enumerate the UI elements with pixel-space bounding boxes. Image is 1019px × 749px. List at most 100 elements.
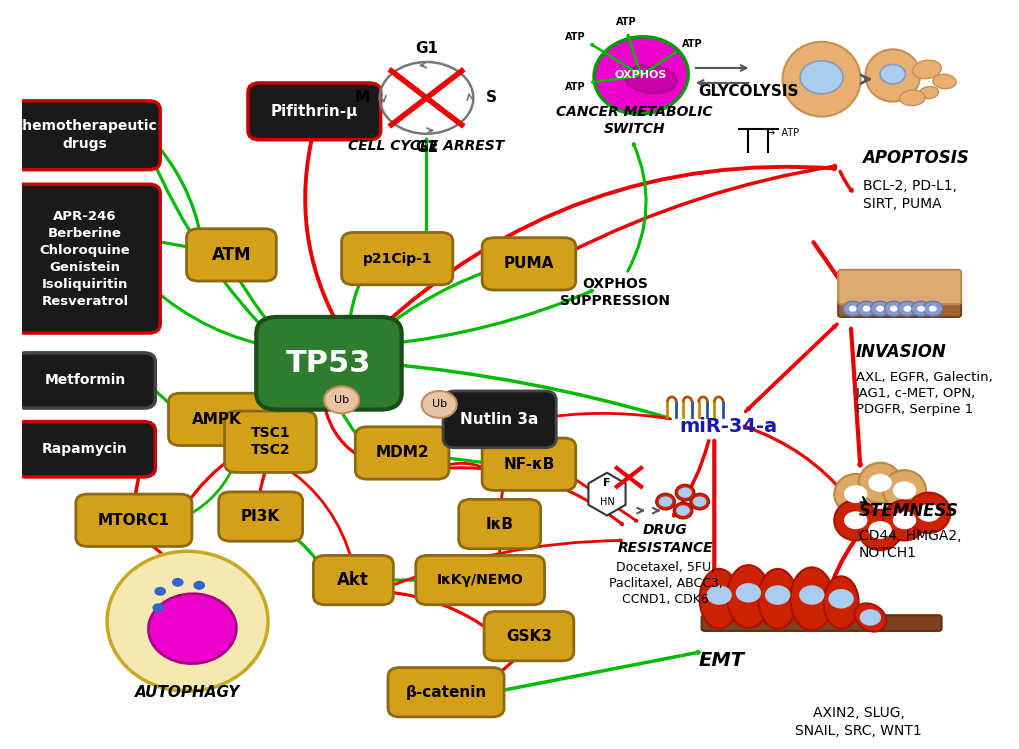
Text: G2: G2 [415,140,438,155]
Ellipse shape [757,569,797,628]
Text: ATP: ATP [564,82,585,91]
Ellipse shape [912,60,941,79]
Text: G1: G1 [415,41,437,56]
Circle shape [735,583,760,602]
FancyBboxPatch shape [701,615,941,631]
Ellipse shape [107,551,268,691]
Text: AXL, EGFR, Galectin,
JAG1, c-MET, OPN,
PDGFR, Serpine 1: AXL, EGFR, Galectin, JAG1, c-MET, OPN, P… [855,371,991,416]
Circle shape [324,386,359,413]
Text: ATP: ATP [681,39,701,49]
Circle shape [827,589,853,608]
Text: HN: HN [599,497,613,506]
Circle shape [856,301,875,316]
Text: Akt: Akt [337,571,369,589]
Ellipse shape [854,604,886,631]
Text: BCL-2, PD-L1,
SIRT, PUMA: BCL-2, PD-L1, SIRT, PUMA [862,180,956,210]
Text: ATP: ATP [615,16,636,27]
Text: MDM2: MDM2 [375,446,429,461]
Text: AXIN2, SLUG,
SNAIL, SRC, WNT1: AXIN2, SLUG, SNAIL, SRC, WNT1 [795,706,921,738]
Circle shape [692,497,706,507]
Text: β-catenin: β-catenin [405,685,486,700]
Text: STEMNESS: STEMNESS [858,502,958,520]
Circle shape [916,306,924,312]
Text: p21Cip-1: p21Cip-1 [362,252,432,266]
Circle shape [862,306,869,312]
FancyBboxPatch shape [218,492,303,542]
FancyBboxPatch shape [313,556,393,604]
Circle shape [706,585,731,604]
Text: Ub: Ub [334,395,348,405]
FancyBboxPatch shape [75,494,192,547]
Circle shape [798,585,823,604]
Circle shape [658,497,672,507]
Ellipse shape [907,493,950,533]
Text: CD44, HMGA2,
NOTCH1: CD44, HMGA2, NOTCH1 [858,529,960,560]
FancyBboxPatch shape [10,184,160,333]
Circle shape [897,301,916,316]
Ellipse shape [149,594,236,664]
Text: TSC1
TSC2: TSC1 TSC2 [251,426,290,458]
Text: M: M [355,91,369,106]
Ellipse shape [858,463,901,503]
FancyBboxPatch shape [186,228,276,281]
Ellipse shape [822,576,858,628]
Text: ATP: ATP [564,31,585,42]
Text: Nutlin 3a: Nutlin 3a [460,412,538,427]
Text: F: F [602,478,610,488]
FancyBboxPatch shape [838,270,960,304]
Circle shape [903,306,910,312]
Text: AMPK: AMPK [192,412,242,427]
Ellipse shape [918,87,937,99]
Text: miR-34-a: miR-34-a [680,417,777,437]
Text: Ub: Ub [431,399,446,410]
FancyBboxPatch shape [248,83,380,140]
Text: TP53: TP53 [286,349,371,377]
Circle shape [848,306,856,312]
FancyBboxPatch shape [442,391,555,448]
FancyBboxPatch shape [482,237,575,290]
Circle shape [889,306,897,312]
Circle shape [875,306,883,312]
Ellipse shape [689,494,708,510]
Text: Chemotherapeutic
drugs: Chemotherapeutic drugs [12,119,157,151]
Text: IκKγ/NEMO: IκKγ/NEMO [436,573,523,587]
Ellipse shape [655,494,675,510]
Text: TP53: TP53 [286,349,371,377]
Ellipse shape [932,74,955,88]
Text: PUMA: PUMA [503,256,553,271]
Circle shape [922,301,942,316]
Text: OXPHOS: OXPHOS [614,70,666,80]
Text: Rapamycin: Rapamycin [42,442,127,456]
Circle shape [172,577,183,586]
FancyBboxPatch shape [168,393,265,446]
Circle shape [799,61,843,94]
Circle shape [154,586,166,595]
Ellipse shape [834,474,876,515]
Circle shape [916,504,940,522]
Ellipse shape [882,470,925,511]
Text: →  ATP: → ATP [765,128,798,138]
Ellipse shape [882,500,925,541]
Text: APOPTOSIS: APOPTOSIS [862,149,968,167]
Circle shape [194,580,205,589]
Text: MTORC1: MTORC1 [98,513,170,528]
Text: IκB: IκB [485,517,514,532]
Text: APR-246
Berberine
Chloroquine
Genistein
Isoliquiritin
Resveratrol: APR-246 Berberine Chloroquine Genistein … [40,210,130,308]
Circle shape [910,301,930,316]
Ellipse shape [899,90,924,106]
Text: NF-κB: NF-κB [502,457,554,472]
Circle shape [867,521,891,539]
Ellipse shape [625,65,676,93]
FancyBboxPatch shape [355,427,448,479]
Polygon shape [588,473,625,515]
FancyBboxPatch shape [256,317,401,410]
FancyBboxPatch shape [484,611,574,661]
Circle shape [892,482,915,500]
Ellipse shape [865,49,919,102]
Circle shape [859,609,880,625]
Circle shape [843,485,866,503]
Circle shape [676,506,689,516]
Text: Docetaxel, 5FU,
Paclitaxel, ABCC3,
CCND1, CDK6: Docetaxel, 5FU, Paclitaxel, ABCC3, CCND1… [608,561,721,607]
Circle shape [678,488,691,498]
FancyBboxPatch shape [459,500,540,549]
